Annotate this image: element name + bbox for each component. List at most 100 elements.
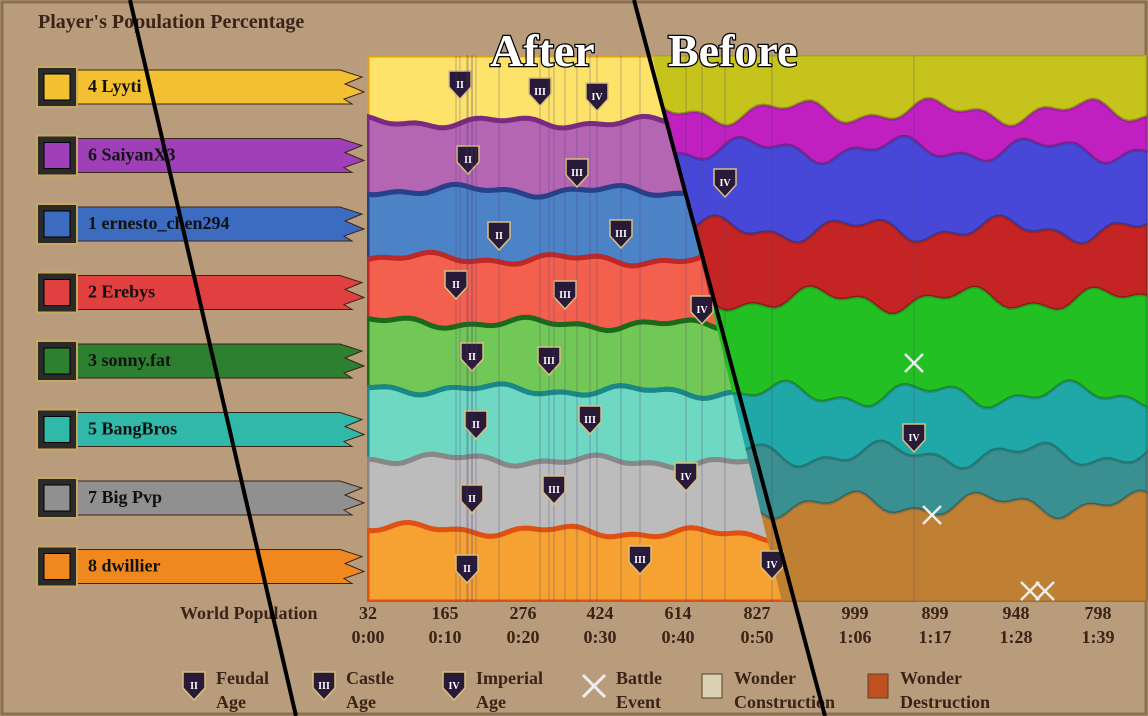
legend-label: Castle [346, 668, 394, 688]
age-marker-label: IV [908, 433, 920, 444]
after-label: After [490, 25, 595, 76]
legend-label: Age [216, 692, 246, 712]
player-name: 2 Erebys [88, 282, 155, 302]
divider-line [128, 0, 298, 716]
legend-icon [312, 671, 336, 702]
age-marker [455, 554, 479, 585]
age-marker-label: II [464, 155, 472, 166]
age-marker [585, 82, 609, 113]
legend-label: Feudal [216, 668, 269, 688]
age-marker-label: II [456, 80, 464, 91]
time-tick: 0:30 [584, 627, 617, 647]
title: Player's Population Percentage [38, 11, 304, 33]
age-marker-label: III [559, 290, 571, 301]
player-emblem-inner [43, 279, 71, 306]
player-band [367, 519, 782, 602]
player-name: 7 Big Pvp [88, 487, 162, 507]
time-tick: 1:06 [839, 627, 872, 647]
age-marker [537, 346, 561, 377]
player-banner [75, 480, 366, 516]
legend-icon [442, 671, 466, 702]
time-tick: 1:28 [1000, 627, 1033, 647]
axis-label: World Population [180, 603, 318, 623]
player-emblem-inner [43, 553, 71, 580]
player-banner [75, 206, 366, 242]
time-tick: 1:39 [1082, 627, 1115, 647]
time-tick: 0:50 [741, 627, 774, 647]
player-name: 6 SaiyanX3 [88, 145, 176, 165]
time-tick: 0:10 [429, 627, 462, 647]
age-marker-label: III [634, 555, 646, 566]
legend-icon-label: II [190, 681, 198, 692]
legend-label: Imperial [476, 668, 543, 688]
population-tick: 999 [842, 603, 869, 623]
age-marker-label: III [548, 485, 560, 496]
divider-line [632, 0, 827, 716]
age-marker [609, 219, 633, 250]
population-tick: 165 [432, 603, 459, 623]
player-emblem-inner [43, 484, 71, 512]
legend-icon [581, 673, 607, 699]
population-tick: 827 [744, 603, 771, 623]
age-markers: IIIIIIVIIIIIIVIIIIIIIIIIIVIIIIIIIIIIIVII… [444, 55, 926, 602]
player-banner [75, 275, 366, 310]
time-tick: 0:20 [507, 627, 540, 647]
age-marker [444, 270, 468, 301]
time-tick: 0:40 [662, 627, 695, 647]
age-marker-label: III [571, 168, 583, 179]
legend-label: Battle [616, 668, 662, 688]
battle-icon [922, 505, 942, 525]
age-marker [902, 423, 926, 454]
player-emblem-inner [43, 73, 71, 101]
population-tick: 899 [922, 603, 949, 623]
age-marker [460, 484, 484, 515]
player-emblem-inner [43, 210, 71, 238]
player-emblem-inner [43, 416, 71, 443]
age-marker [528, 77, 552, 108]
population-chart [367, 55, 1148, 602]
legend-icon-label: IV [448, 681, 460, 692]
age-marker [487, 221, 511, 252]
axis-ticks: 32 0:00 165 0:10 276 0:20 424 0:30 614 0:40 827 0:5… [352, 603, 1115, 647]
population-tick: 276 [510, 603, 537, 623]
legend-icon [701, 673, 723, 699]
player-banner [75, 343, 366, 379]
age-marker-label: II [468, 494, 476, 505]
age-marker-label: II [472, 420, 480, 431]
battle-icon [904, 353, 924, 373]
age-marker [713, 168, 737, 199]
age-marker-label: IV [591, 92, 603, 103]
player-name: 8 dwillier [88, 556, 161, 576]
player-name: 4 Lyyti [88, 76, 142, 96]
player-banner [75, 412, 366, 447]
player-name: 5 BangBros [88, 419, 177, 439]
population-tick: 32 [359, 603, 377, 623]
time-tick: 0:00 [352, 627, 385, 647]
population-tick: 948 [1003, 603, 1030, 623]
age-marker [448, 70, 472, 101]
age-marker [553, 280, 577, 311]
age-marker [542, 475, 566, 506]
player-name: 3 sonny.fat [88, 350, 171, 370]
player-banner [75, 549, 366, 584]
age-marker-label: III [584, 415, 596, 426]
player-list: 4 Lyyti 6 SaiyanX3 1 ernesto_chen294 2 Ereb… [36, 66, 366, 588]
legend-label: Construction [734, 692, 835, 712]
battle-icon [1035, 581, 1055, 601]
age-marker-label: IV [766, 560, 778, 571]
population-tick: 424 [587, 603, 614, 623]
before-label: Before [668, 25, 797, 76]
legend-label: Event [616, 692, 661, 712]
age-marker [690, 295, 714, 326]
player-name: 1 ernesto_chen294 [88, 213, 229, 233]
legend-icon [867, 673, 889, 699]
age-marker-label: III [615, 229, 627, 240]
battle-icon [1020, 581, 1040, 601]
age-marker-label: II [468, 352, 476, 363]
age-marker [565, 158, 589, 189]
age-marker [456, 145, 480, 176]
legend-label: Age [346, 692, 376, 712]
legend-label: Age [476, 692, 506, 712]
player-emblem-inner [43, 347, 71, 375]
